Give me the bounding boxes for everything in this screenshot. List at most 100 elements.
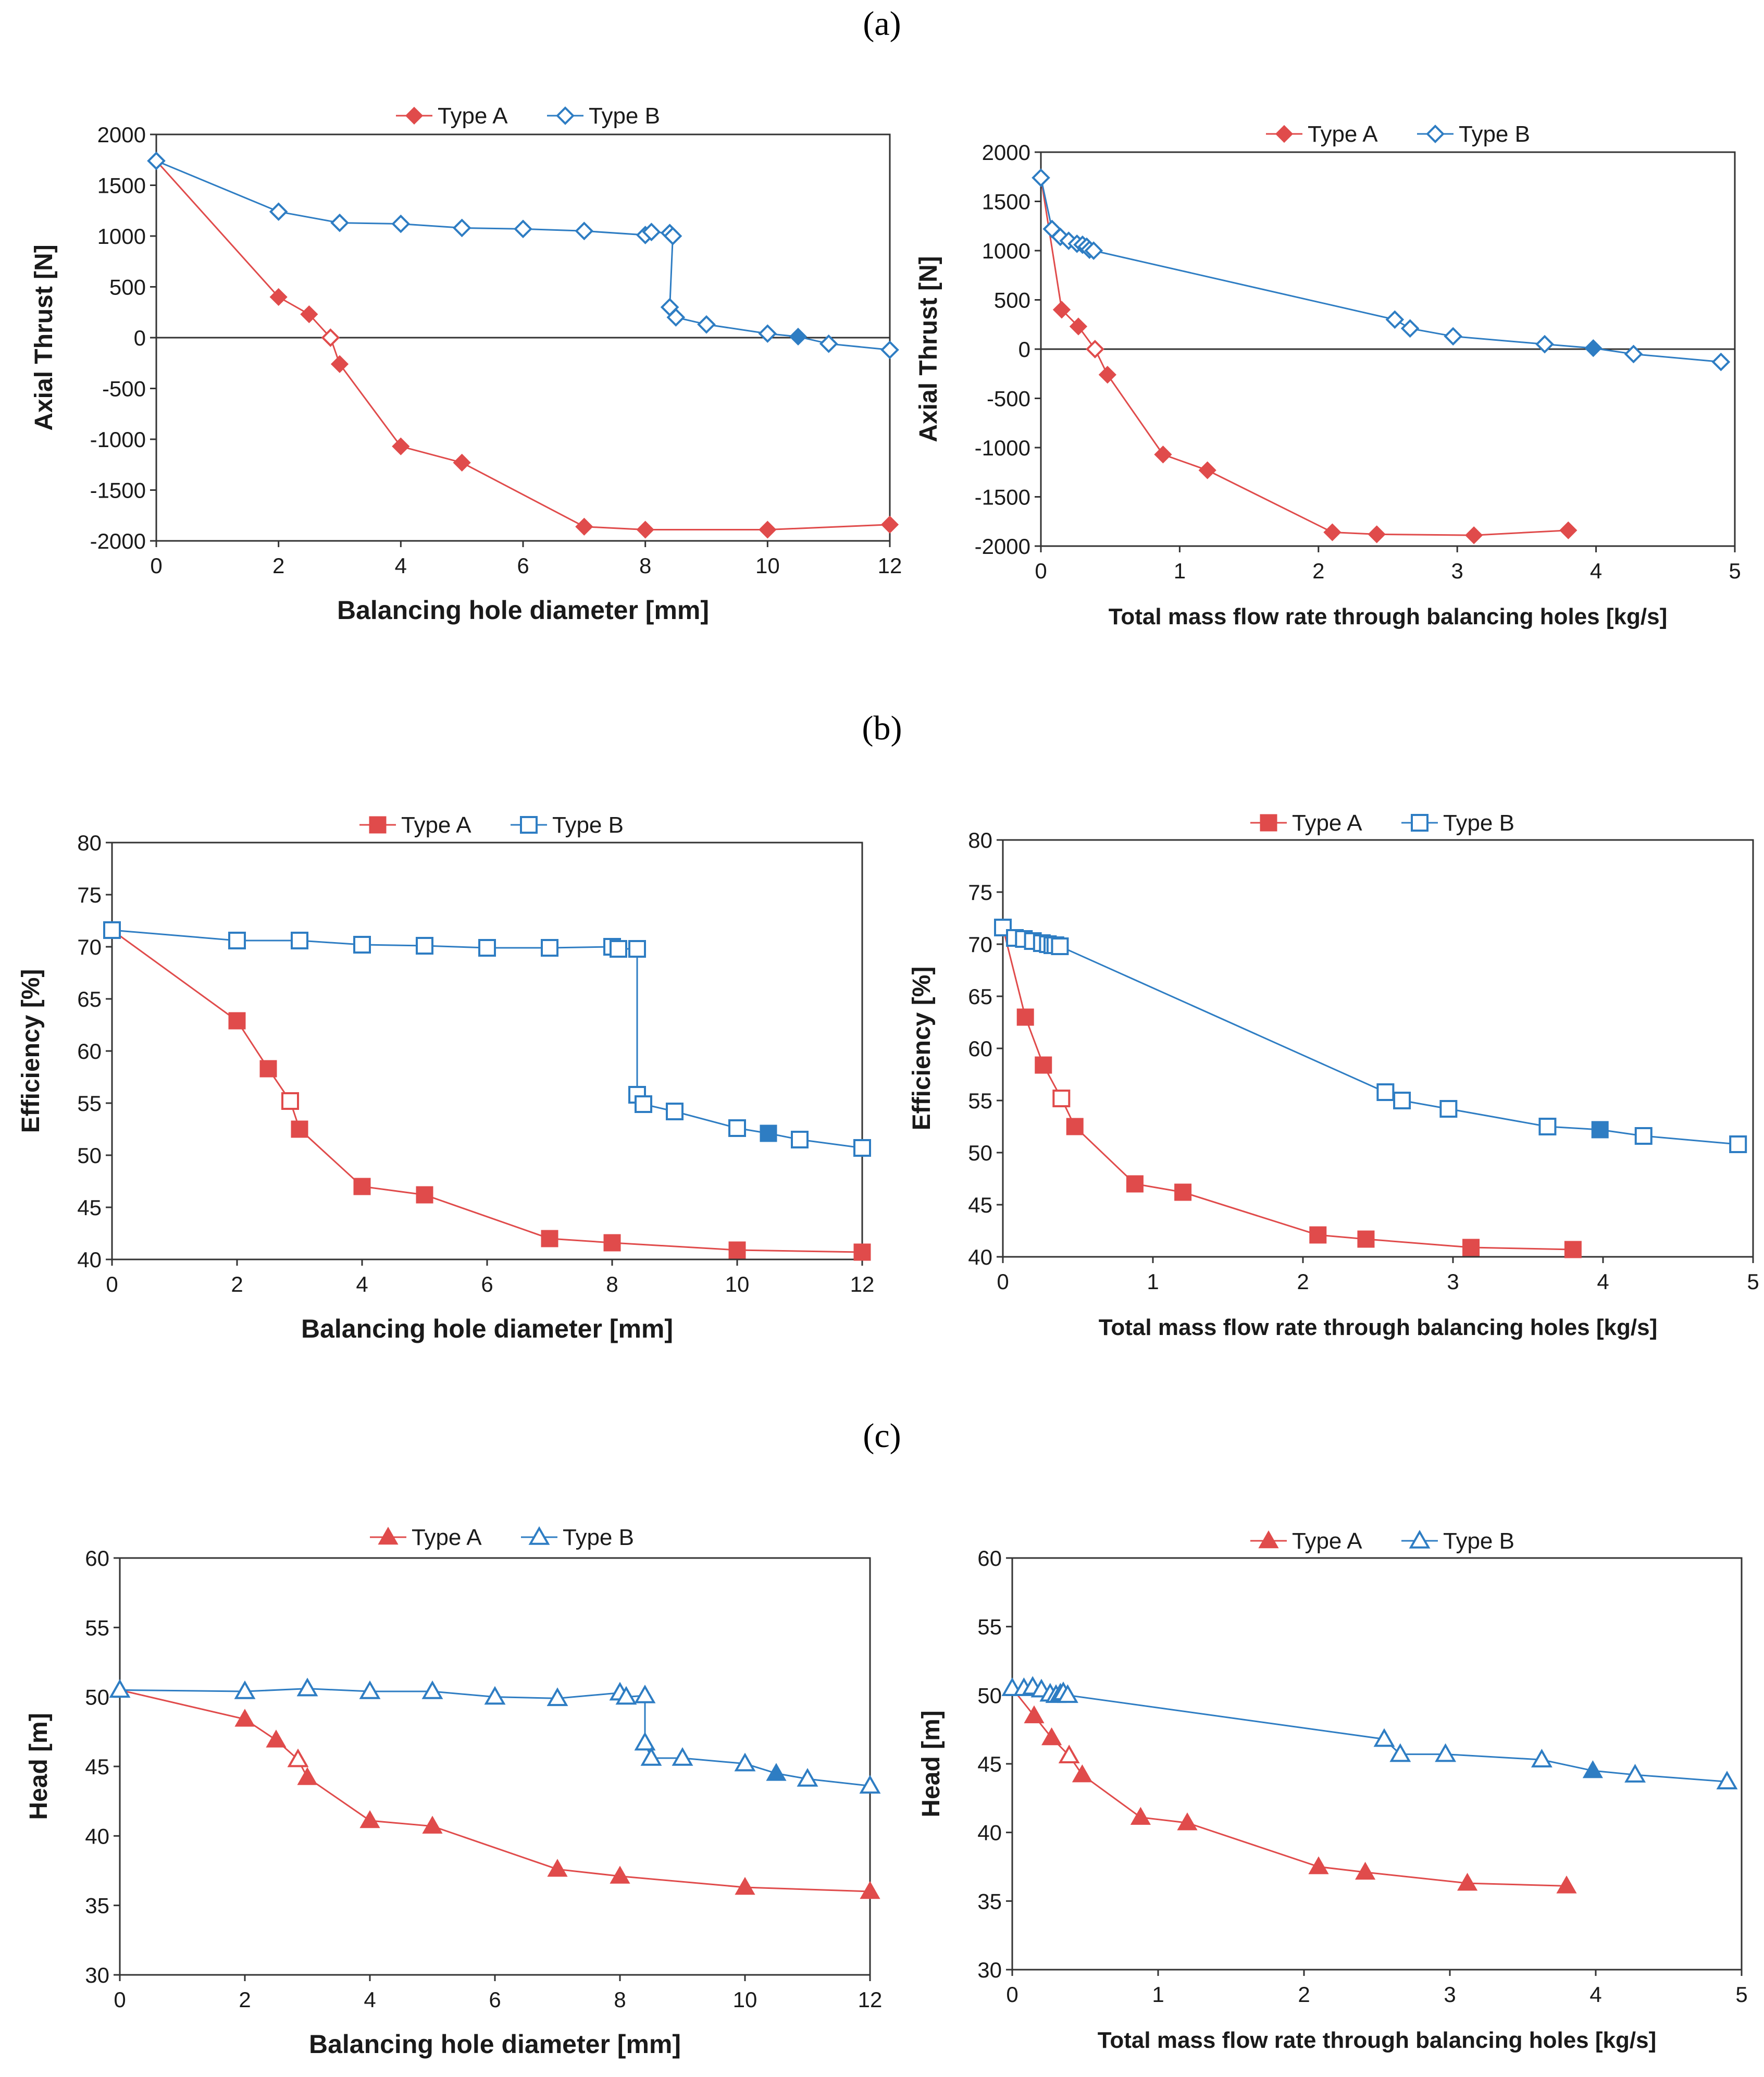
panel-label-a: (a) xyxy=(863,5,901,43)
x-tick-label: 3 xyxy=(1444,1982,1456,2007)
data-point xyxy=(452,218,471,238)
data-point xyxy=(666,308,686,327)
y-tick-label: 0 xyxy=(134,326,146,350)
data-point xyxy=(1051,937,1069,955)
data-point xyxy=(1582,1760,1603,1778)
chart-efficiency_vs_diameter: 40 45 50 55 60 65 70 75 80 0 2 4 6 8 10 12 Balancing hol… xyxy=(17,812,874,1343)
y-tick-label: 40 xyxy=(977,1821,1002,1845)
data-point xyxy=(1052,1090,1071,1107)
x-tick-label: 1 xyxy=(1147,1269,1159,1294)
y-axis-title: Head [m] xyxy=(917,1710,945,1817)
data-point xyxy=(1035,1056,1052,1074)
data-point xyxy=(392,437,410,455)
x-tick-label: 10 xyxy=(755,553,780,578)
x-tick-label: 12 xyxy=(850,1272,875,1296)
legend-marker xyxy=(378,1526,399,1545)
data-point xyxy=(853,1243,871,1261)
data-point xyxy=(1174,1183,1192,1201)
y-tick-label: 80 xyxy=(968,828,992,852)
plot-frame xyxy=(119,1557,871,1976)
series-line xyxy=(1002,927,1573,1251)
x-tick-label: 0 xyxy=(150,553,162,578)
data-point xyxy=(640,1747,662,1766)
series-line xyxy=(1002,926,1738,1145)
data-point xyxy=(603,1234,621,1252)
data-point xyxy=(228,1012,246,1030)
y-tick-label: 45 xyxy=(968,1193,992,1217)
data-point xyxy=(628,940,646,958)
data-point xyxy=(1355,1862,1376,1880)
legend-marker xyxy=(1275,125,1294,143)
legend-marker xyxy=(556,106,575,125)
legend-label: Type B xyxy=(1443,1528,1514,1554)
data-point xyxy=(1559,521,1577,539)
data-point xyxy=(880,515,899,534)
y-tick-label: 500 xyxy=(109,275,146,300)
data-point xyxy=(287,1748,309,1767)
data-point xyxy=(484,1686,506,1705)
x-tick-label: 0 xyxy=(1006,1982,1018,2007)
data-point xyxy=(1024,1705,1045,1724)
data-point xyxy=(610,1865,630,1884)
legend-label: Type A xyxy=(438,103,508,129)
series-line xyxy=(1040,177,1569,536)
data-point xyxy=(1444,327,1463,346)
data-point xyxy=(819,334,838,353)
data-point xyxy=(1556,1875,1577,1894)
data-point xyxy=(281,1092,299,1110)
y-tick-label: 80 xyxy=(77,831,102,855)
x-axis-title: Balancing hole diameter [mm] xyxy=(301,1314,673,1343)
data-point xyxy=(1086,340,1104,358)
data-point xyxy=(666,1103,684,1120)
data-point xyxy=(1376,1083,1395,1101)
data-point xyxy=(1058,1745,1080,1763)
legend-label: Type B xyxy=(589,103,660,129)
x-tick-label: 10 xyxy=(733,1987,757,2012)
legend-label: Type B xyxy=(1443,810,1514,836)
data-point xyxy=(860,1881,880,1899)
y-tick-label: 55 xyxy=(77,1091,102,1116)
data-point xyxy=(1624,1764,1646,1783)
data-point xyxy=(1465,526,1483,545)
data-point xyxy=(859,1775,881,1794)
series-type-b xyxy=(103,921,871,1157)
x-tick-label: 2 xyxy=(1312,559,1324,583)
x-axis-title: Total mass flow rate through balancing h… xyxy=(1109,604,1667,629)
series-type-b xyxy=(109,1677,881,1794)
legend-label: Type A xyxy=(1292,810,1362,836)
plot-frame xyxy=(1011,1557,1743,1971)
x-tick-label: 10 xyxy=(725,1272,750,1296)
chart-head_vs_diameter: 30 35 40 45 50 55 60 0 2 4 6 8 10 12 Balancing hole di… xyxy=(25,1525,882,2059)
data-point xyxy=(636,521,654,539)
data-point xyxy=(300,305,318,324)
legend-marker xyxy=(528,1526,550,1545)
y-tick-label: 70 xyxy=(77,935,102,959)
y-tick-label: 70 xyxy=(968,932,992,957)
series-type-a xyxy=(103,921,871,1261)
x-tick-label: 0 xyxy=(114,1987,126,2012)
legend-label: Type A xyxy=(412,1525,482,1550)
y-tick-label: 30 xyxy=(85,1963,109,1987)
y-tick-label: 1500 xyxy=(982,190,1030,214)
x-tick-label: 6 xyxy=(489,1987,501,2012)
data-point xyxy=(359,1810,380,1828)
series-type-a xyxy=(147,152,899,539)
data-point xyxy=(1084,241,1103,260)
data-point xyxy=(297,1767,318,1785)
y-tick-label: 60 xyxy=(968,1036,992,1061)
x-tick-label: 5 xyxy=(1735,1982,1747,2007)
data-point xyxy=(416,1186,433,1204)
y-tick-label: 45 xyxy=(85,1754,109,1779)
data-point xyxy=(853,1139,871,1157)
y-tick-label: -1500 xyxy=(975,485,1030,510)
y-tick-label: 40 xyxy=(77,1247,102,1272)
legend-marker xyxy=(1409,1529,1431,1549)
y-tick-label: -500 xyxy=(102,377,146,401)
data-point xyxy=(1729,1135,1747,1153)
x-axis-title: Balancing hole diameter [mm] xyxy=(309,2030,681,2059)
y-tick-label: 65 xyxy=(77,987,102,1011)
data-point xyxy=(291,932,308,949)
data-point xyxy=(353,936,371,954)
